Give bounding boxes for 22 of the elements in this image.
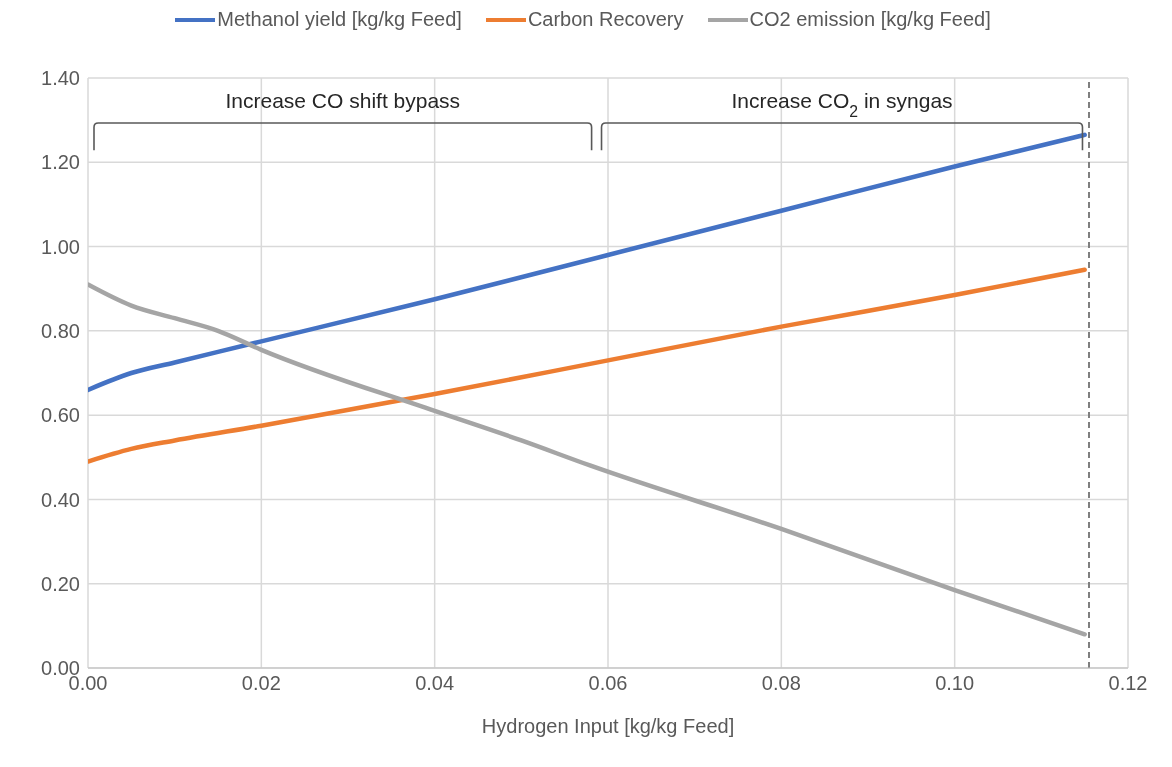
x-tick-label: 0.04 [415, 672, 455, 695]
legend-label: Carbon Recovery [526, 8, 684, 31]
y-tick-label: 0.40 [41, 488, 80, 511]
y-tick-label: 1.00 [41, 235, 80, 258]
y-tick-label: 0.60 [41, 404, 80, 427]
annotation: Increase CO shift bypass [225, 89, 461, 112]
x-tick-label: 0.10 [935, 672, 975, 695]
y-tick-label: 0.20 [41, 572, 80, 595]
line-series [88, 132, 1087, 393]
y-tick-label: 1.40 [41, 67, 80, 90]
x-tick-label: 0.08 [761, 672, 801, 695]
line-series [88, 282, 1087, 637]
x-tick-label: 0.02 [241, 672, 281, 695]
x-axis-title: Hydrogen Input [kg/kg Feed] [481, 715, 735, 737]
annotation: Increase CO$_{2}$ in syngas [731, 89, 953, 120]
legend-label: Methanol yield [kg/kg Feed] [216, 8, 462, 31]
legend-label: CO2 emission [kg/kg Feed] [748, 8, 991, 31]
y-tick-label: 0.80 [41, 319, 80, 342]
x-tick-label: 0.12 [1108, 672, 1148, 695]
x-tick-label: 0.06 [588, 672, 628, 695]
line-series [88, 267, 1087, 464]
y-tick-label: 1.20 [41, 151, 80, 174]
